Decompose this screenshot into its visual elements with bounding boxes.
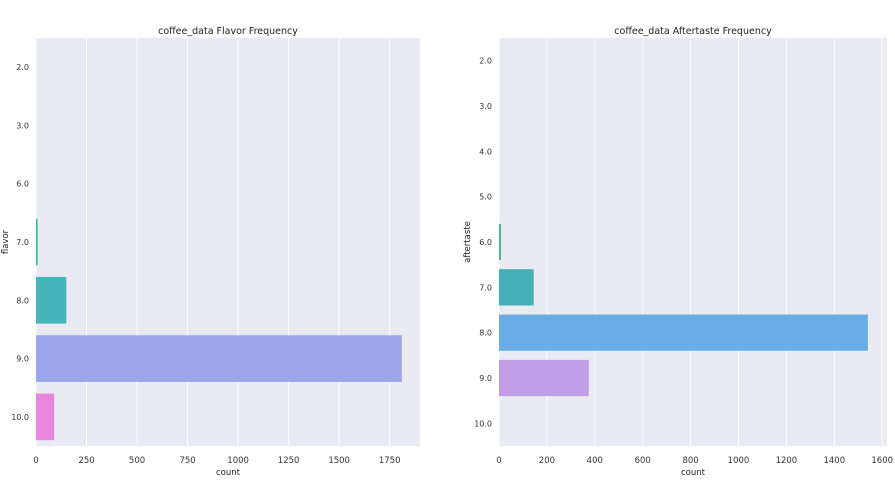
x-tick-label: 1000 xyxy=(728,456,750,466)
y-tick-label: 7.0 xyxy=(479,283,492,292)
x-tick-label: 1400 xyxy=(823,456,845,466)
x-tick-label: 0 xyxy=(33,456,38,466)
chart-title: coffee_data Aftertaste Frequency xyxy=(614,26,772,37)
y-tick-label: 8.0 xyxy=(479,329,492,338)
x-tick-label: 500 xyxy=(129,456,145,466)
x-tick-label: 1500 xyxy=(328,456,350,466)
x-tick-label: 600 xyxy=(635,456,651,466)
bar xyxy=(36,335,402,382)
bar xyxy=(499,223,501,261)
y-tick-label: 2.0 xyxy=(479,57,492,66)
bar xyxy=(36,393,55,441)
y-tick-label: 6.0 xyxy=(16,180,29,189)
x-tick-label: 0 xyxy=(496,456,501,466)
bar xyxy=(499,314,868,351)
y-tick-label: 10.0 xyxy=(11,413,29,422)
y-axis-label: flavor xyxy=(1,229,11,254)
x-tick-label: 750 xyxy=(179,456,195,466)
bar xyxy=(36,276,67,324)
y-tick-label: 4.0 xyxy=(479,147,492,156)
x-tick-label: 800 xyxy=(682,456,698,466)
bar xyxy=(499,269,534,306)
y-tick-label: 8.0 xyxy=(16,296,29,305)
x-tick-label: 400 xyxy=(587,456,603,466)
x-tick-label: 1600 xyxy=(871,456,893,466)
y-tick-label: 5.0 xyxy=(479,193,492,202)
y-axis-label: aftertaste xyxy=(463,221,473,263)
y-tick-label: 6.0 xyxy=(479,238,492,247)
y-tick-label: 9.0 xyxy=(479,374,492,383)
plot-background xyxy=(36,38,420,446)
x-tick-label: 1750 xyxy=(379,456,401,466)
x-axis-label: count xyxy=(681,468,706,478)
chart-panel-1: 0 250 500 750 1000 1250 1500 1750 2.0 3.0 6.0 7.0 8.… xyxy=(1,26,420,478)
chart-panel-2: 0 200 400 600 800 1000 1200 1400 1600 2.0 3.0 4.0 5.… xyxy=(463,26,893,478)
y-tick-label: 10.0 xyxy=(474,419,492,428)
x-tick-label: 1200 xyxy=(776,456,798,466)
y-tick-label: 9.0 xyxy=(16,355,29,364)
x-tick-label: 1250 xyxy=(278,456,300,466)
x-tick-label: 250 xyxy=(78,456,94,466)
x-tick-label: 1000 xyxy=(227,456,249,466)
y-tick-label: 3.0 xyxy=(479,102,492,111)
x-axis-label: count xyxy=(216,468,241,478)
chart-title: coffee_data Flavor Frequency xyxy=(158,26,298,37)
y-tick-label: 7.0 xyxy=(16,238,29,247)
x-tick-label: 200 xyxy=(539,456,555,466)
bar xyxy=(499,359,589,397)
y-tick-label: 2.0 xyxy=(16,63,29,72)
bar xyxy=(36,218,38,266)
y-tick-label: 3.0 xyxy=(16,121,29,130)
